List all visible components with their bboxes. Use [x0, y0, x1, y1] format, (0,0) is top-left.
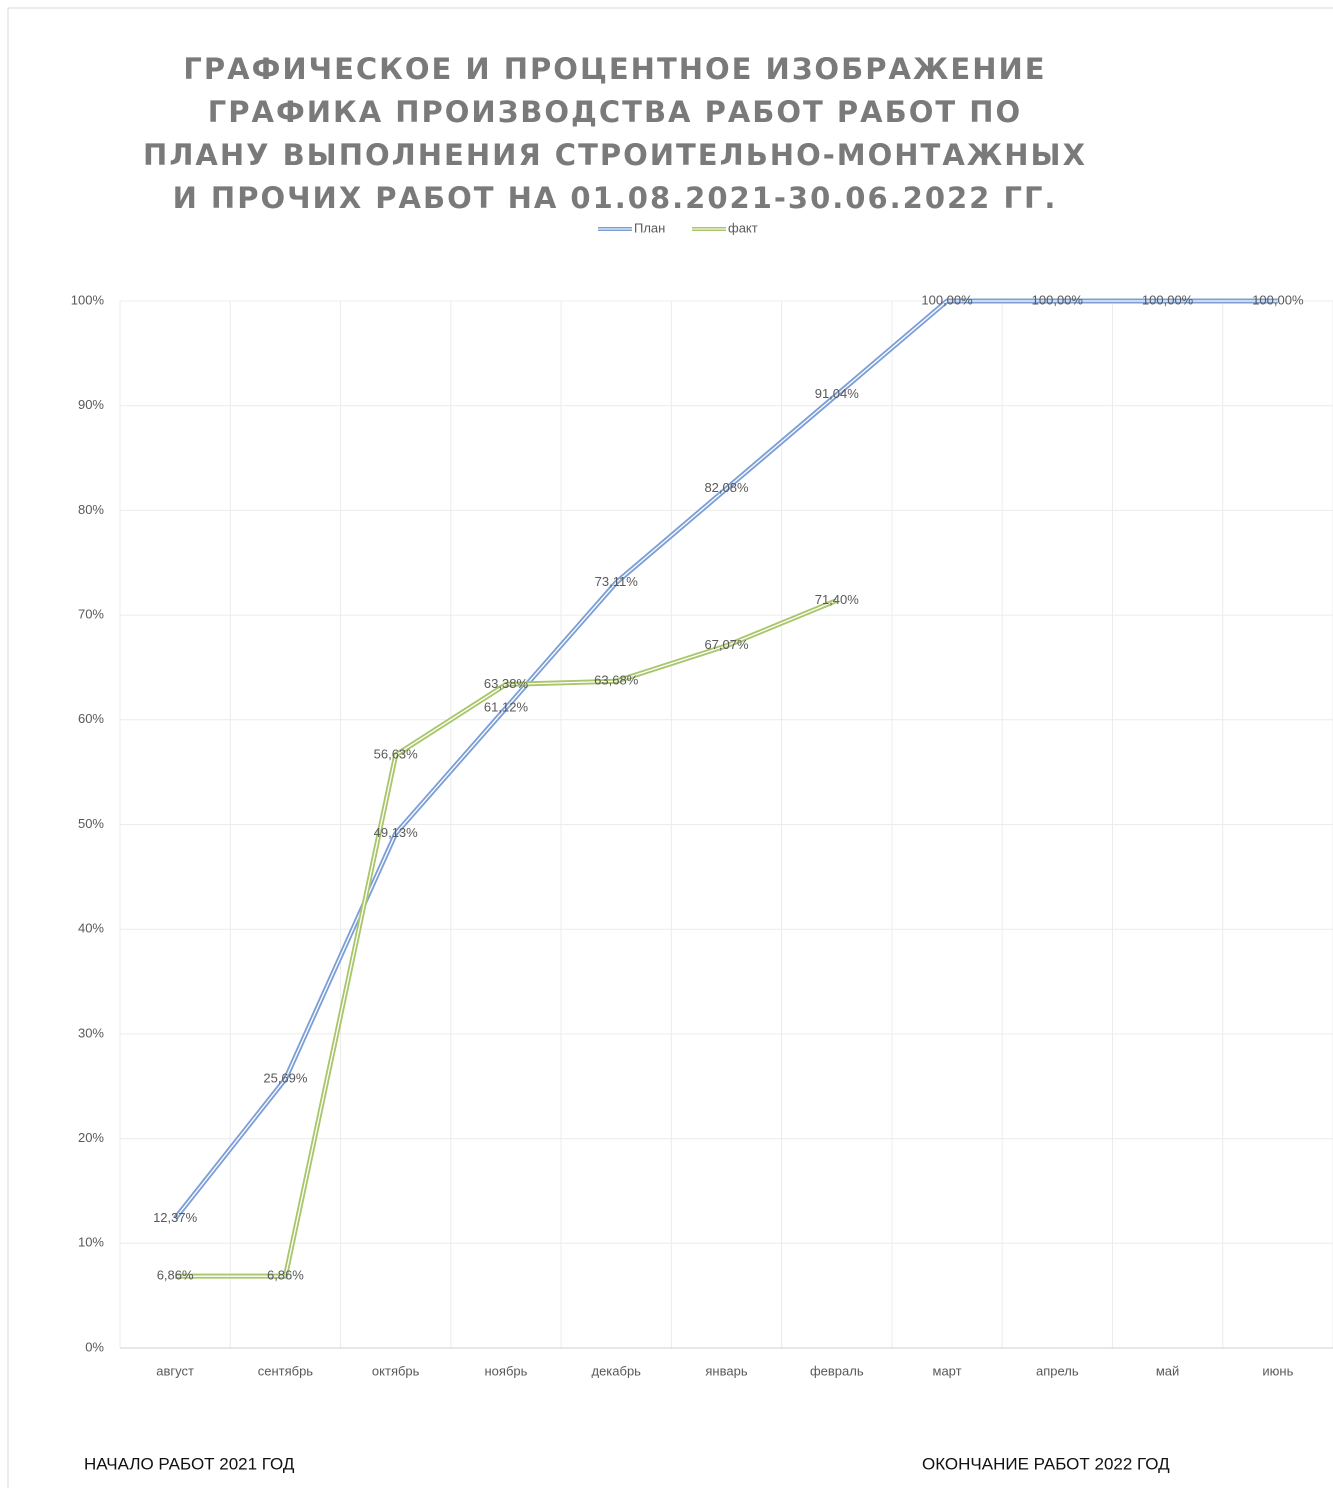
data-label: 6,86%: [267, 1268, 304, 1283]
y-tick-label: 70%: [78, 607, 104, 622]
data-label: 49,13%: [374, 825, 419, 840]
data-label: 67,07%: [704, 637, 749, 652]
data-label: 6,86%: [157, 1268, 194, 1283]
x-tick-label: январь: [705, 1363, 747, 1378]
data-label: 100,00%: [1142, 292, 1194, 307]
x-tick-label: июнь: [1262, 1363, 1293, 1378]
y-tick-label: 100%: [71, 292, 105, 307]
legend: План факт: [598, 220, 758, 235]
data-label: 61,12%: [484, 700, 529, 715]
y-tick-label: 40%: [78, 921, 104, 936]
data-label: 100,00%: [1032, 292, 1084, 307]
data-label: 71,40%: [815, 592, 860, 607]
x-tick-label: февраль: [810, 1363, 864, 1378]
x-tick-label: ноябрь: [485, 1363, 528, 1378]
data-label: 63,68%: [594, 673, 639, 688]
y-tick-label: 80%: [78, 502, 104, 517]
x-tick-label: декабрь: [591, 1363, 641, 1378]
series-line-inner: [175, 599, 838, 1277]
data-label: 100,00%: [921, 292, 973, 307]
data-label: 56,63%: [374, 747, 419, 762]
x-tick-label: март: [933, 1363, 962, 1378]
y-tick-label: 90%: [78, 397, 104, 412]
x-tick-label: октябрь: [372, 1363, 420, 1378]
y-tick-label: 30%: [78, 1025, 104, 1040]
annotation: ОКОНЧАНИЕ РАБОТ 2022 ГОД: [922, 1454, 1170, 1473]
x-tick-label: август: [156, 1363, 194, 1378]
x-tick-label: сентябрь: [258, 1363, 314, 1378]
legend-label: План: [634, 220, 665, 235]
chart-border: [7, 7, 1333, 1488]
y-tick-label: 10%: [78, 1235, 104, 1250]
data-label: 73,11%: [595, 574, 639, 589]
series-line-inner: [174, 300, 1278, 1219]
legend-label: факт: [728, 220, 758, 235]
data-label: 82,08%: [704, 480, 749, 495]
x-tick-label: апрель: [1036, 1363, 1079, 1378]
data-label: 12,37%: [153, 1210, 198, 1225]
annotation: НАЧАЛО РАБОТ 2021 ГОД: [84, 1454, 295, 1473]
chart-title: ГРАФИЧЕСКОЕ И ПРОЦЕНТНОЕ ИЗОБРАЖЕНИЕ ГРА…: [143, 52, 1087, 215]
data-label: 25,69%: [263, 1070, 308, 1085]
y-tick-label: 60%: [78, 711, 104, 726]
y-tick-label: 50%: [78, 816, 104, 831]
data-label: 63,38%: [484, 676, 529, 691]
data-label: 91,04%: [815, 386, 860, 401]
y-tick-label: 20%: [78, 1130, 104, 1145]
x-tick-label: май: [1156, 1363, 1179, 1378]
y-tick-label: 0%: [85, 1339, 104, 1354]
data-label: 100,00%: [1252, 292, 1304, 307]
